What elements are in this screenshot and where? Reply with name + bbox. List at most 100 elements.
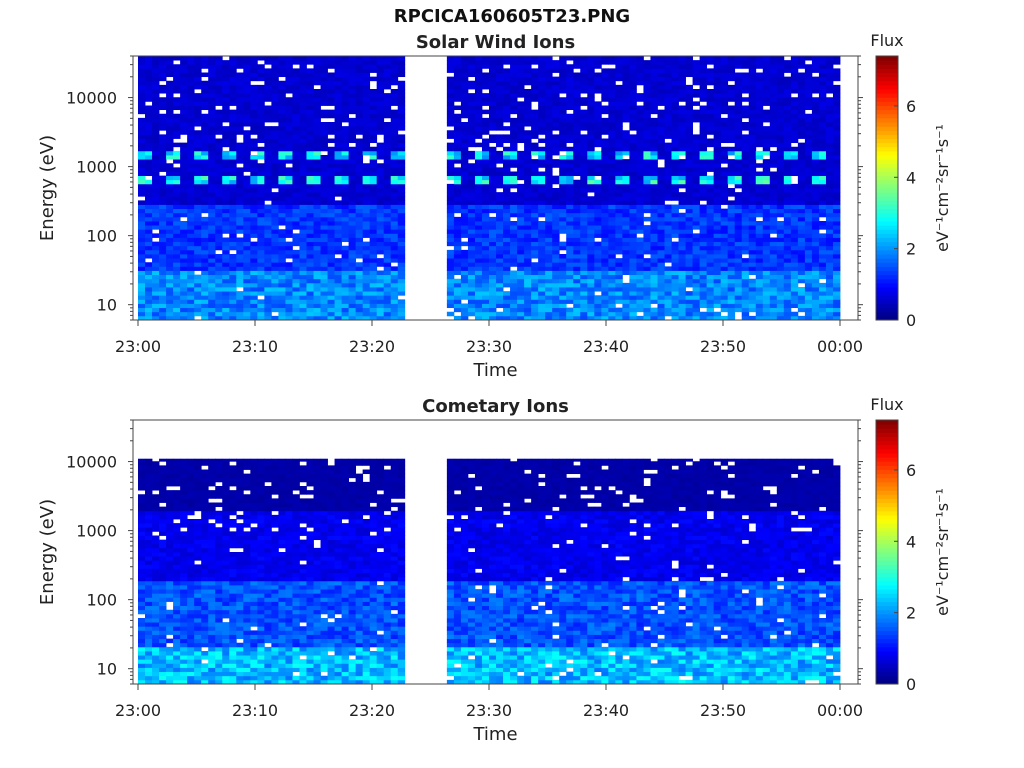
heatmap-cell <box>496 200 504 205</box>
heatmap-cell <box>201 93 209 98</box>
heatmap-cell <box>755 303 764 309</box>
heatmap-cell <box>229 167 237 172</box>
heatmap-cell <box>510 179 518 185</box>
heatmap-cell <box>376 241 385 247</box>
heatmap-cell <box>699 105 708 111</box>
heatmap-cell <box>713 80 722 86</box>
heatmap-cell <box>159 126 167 131</box>
heatmap-cell <box>510 204 518 210</box>
heatmap-cell <box>657 142 665 148</box>
heatmap-cell <box>706 76 715 82</box>
heatmap-cell <box>566 130 574 135</box>
heatmap-cell <box>194 266 202 271</box>
heatmap-cell <box>348 212 357 218</box>
heatmap-cell <box>194 258 202 263</box>
heatmap-cell <box>334 188 342 193</box>
heatmap-cell <box>243 76 251 82</box>
heatmap-cell <box>699 221 708 226</box>
heatmap-cell <box>271 196 279 201</box>
heatmap-cell <box>446 134 455 139</box>
heatmap-cell <box>341 150 349 156</box>
heatmap-cell <box>481 299 490 304</box>
heatmap-cell <box>348 249 357 255</box>
heatmap-cell <box>636 315 644 321</box>
heatmap-cell <box>503 212 511 218</box>
heatmap-cell <box>755 221 764 226</box>
heatmap-cell <box>573 101 581 106</box>
heatmap-cell <box>538 188 546 193</box>
heatmap-cell <box>685 241 693 247</box>
heatmap-cell <box>250 221 258 226</box>
heatmap-cell <box>559 167 567 172</box>
heatmap-cell <box>152 221 160 226</box>
heatmap-cell <box>306 249 314 255</box>
heatmap-cell <box>383 287 392 292</box>
heatmap-cell <box>481 122 490 127</box>
heatmap-cell <box>285 68 293 73</box>
heatmap-cell <box>390 113 399 119</box>
heatmap-cell <box>566 183 574 189</box>
heatmap-cell <box>467 295 476 300</box>
heatmap-cell <box>510 126 518 131</box>
heatmap-cell <box>201 142 209 148</box>
heatmap-cell <box>643 163 651 168</box>
heatmap-cell <box>503 299 511 304</box>
heatmap-cell <box>699 126 708 131</box>
heatmap-cell <box>306 282 314 288</box>
heatmap-cell <box>208 167 216 172</box>
heatmap-cell <box>720 183 729 189</box>
heatmap-cell <box>587 299 595 304</box>
heatmap-cell <box>545 295 553 300</box>
heatmap-cell <box>657 208 665 214</box>
heatmap-cell <box>671 254 679 259</box>
heatmap-cell <box>467 113 476 119</box>
heatmap-cell <box>720 200 729 205</box>
heatmap-cell <box>313 68 321 73</box>
heatmap-cell <box>481 117 490 123</box>
heatmap-cell <box>678 266 686 271</box>
heatmap-cell <box>643 216 651 222</box>
heatmap-cell <box>531 150 539 156</box>
heatmap-cell <box>460 64 469 69</box>
heatmap-cell <box>587 72 595 78</box>
heatmap-cell <box>229 303 237 309</box>
heatmap-cell <box>699 159 708 164</box>
heatmap-cell <box>257 274 265 280</box>
heatmap-cell <box>187 113 195 119</box>
heatmap-cell <box>299 254 307 259</box>
heatmap-cell <box>215 76 223 82</box>
heatmap-cell <box>327 262 335 267</box>
heatmap-cell <box>573 241 581 247</box>
heatmap-cell <box>481 225 490 230</box>
heatmap-cell <box>271 159 279 164</box>
heatmap-cell <box>194 109 202 115</box>
heatmap-cell <box>243 64 251 69</box>
heatmap-cell <box>222 282 230 288</box>
heatmap-cell <box>748 266 757 271</box>
heatmap-cell <box>467 56 476 61</box>
heatmap-cell <box>348 262 357 267</box>
heatmap-cell <box>671 84 679 90</box>
heatmap-cell <box>566 97 574 102</box>
heatmap-cell <box>159 249 167 255</box>
heatmap-cell <box>173 84 181 90</box>
heatmap-cell <box>355 142 364 148</box>
heatmap-cell <box>510 134 518 139</box>
heatmap-cell <box>720 188 729 193</box>
heatmap-cell <box>453 117 462 123</box>
heatmap-cell <box>250 109 258 115</box>
heatmap-cell <box>481 249 490 255</box>
heatmap-cell <box>608 212 616 218</box>
heatmap-cell <box>215 142 223 148</box>
heatmap-cell <box>166 192 174 197</box>
heatmap-cell <box>538 282 546 288</box>
heatmap-cell <box>152 109 160 115</box>
heatmap-cell <box>243 245 251 251</box>
heatmap-cell <box>496 126 504 131</box>
heatmap-cell <box>453 167 462 172</box>
heatmap-cell <box>734 266 743 271</box>
heatmap-cell <box>720 72 729 78</box>
heatmap-cell <box>390 204 399 210</box>
heatmap-cell <box>446 208 455 214</box>
